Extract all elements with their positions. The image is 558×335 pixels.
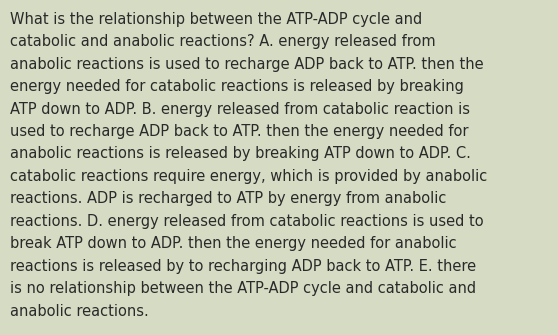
- Text: break ATP down to ADP. then the energy needed for anabolic: break ATP down to ADP. then the energy n…: [10, 236, 456, 251]
- Text: is no relationship between the ATP-ADP cycle and catabolic and: is no relationship between the ATP-ADP c…: [10, 281, 476, 296]
- Text: reactions. ADP is recharged to ATP by energy from anabolic: reactions. ADP is recharged to ATP by en…: [10, 191, 446, 206]
- Text: ATP down to ADP. B. energy released from catabolic reaction is: ATP down to ADP. B. energy released from…: [10, 102, 470, 117]
- Text: reactions is released by to recharging ADP back to ATP. E. there: reactions is released by to recharging A…: [10, 259, 476, 274]
- Text: catabolic and anabolic reactions? A. energy released from: catabolic and anabolic reactions? A. ene…: [10, 34, 436, 49]
- Text: reactions. D. energy released from catabolic reactions is used to: reactions. D. energy released from catab…: [10, 214, 484, 229]
- Text: What is the relationship between the ATP-ADP cycle and: What is the relationship between the ATP…: [10, 12, 422, 27]
- Text: used to recharge ADP back to ATP. then the energy needed for: used to recharge ADP back to ATP. then t…: [10, 124, 469, 139]
- Text: anabolic reactions is used to recharge ADP back to ATP. then the: anabolic reactions is used to recharge A…: [10, 57, 484, 72]
- Text: energy needed for catabolic reactions is released by breaking: energy needed for catabolic reactions is…: [10, 79, 464, 94]
- Text: catabolic reactions require energy, which is provided by anabolic: catabolic reactions require energy, whic…: [10, 169, 487, 184]
- Text: anabolic reactions is released by breaking ATP down to ADP. C.: anabolic reactions is released by breaki…: [10, 146, 471, 161]
- Text: anabolic reactions.: anabolic reactions.: [10, 304, 149, 319]
